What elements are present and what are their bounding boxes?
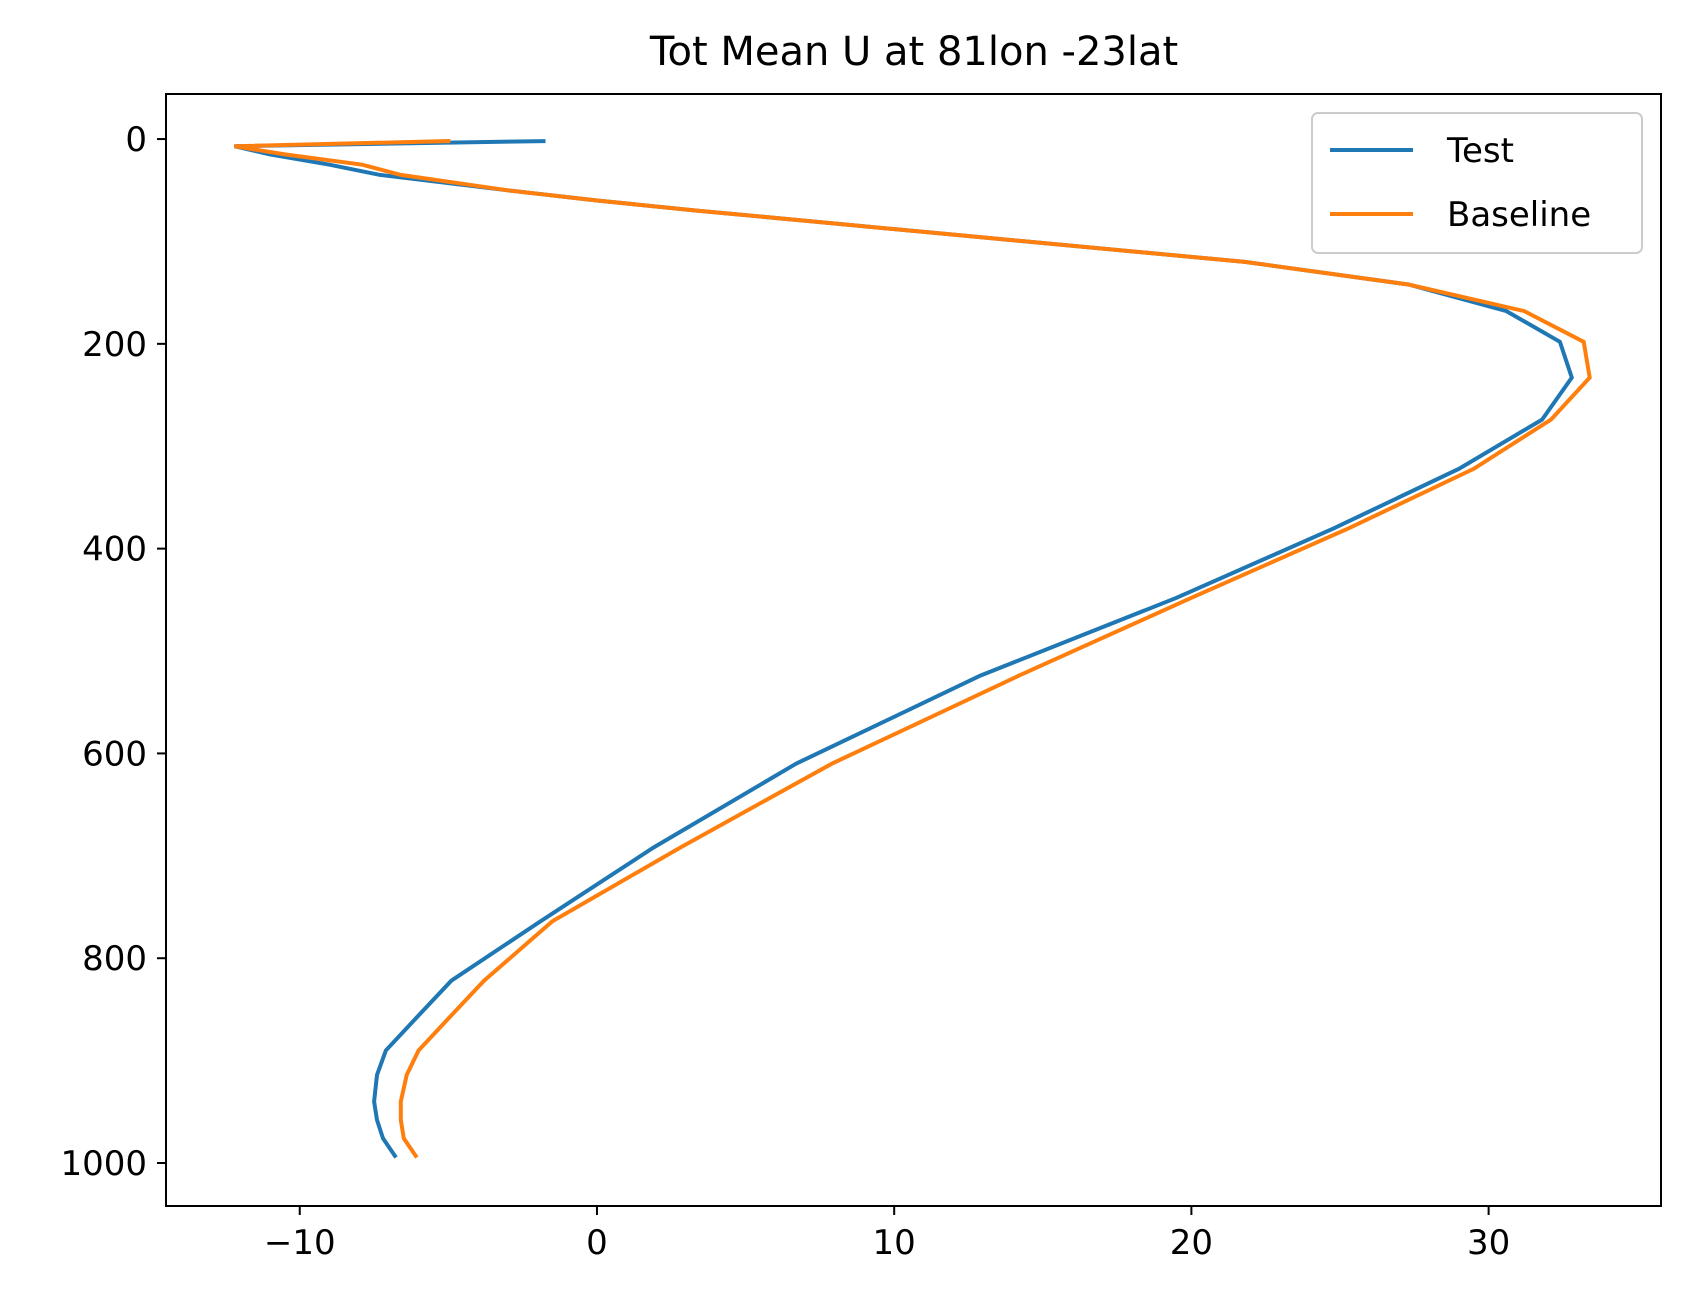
y-tick-label: 1000 — [60, 1144, 147, 1184]
legend-label-test: Test — [1446, 131, 1514, 171]
y-tick-label: 600 — [82, 734, 147, 774]
y-tick-label: 800 — [82, 939, 147, 979]
series-layer — [233, 139, 1592, 1159]
series-line-baseline — [234, 139, 1592, 1159]
x-tick-label: 20 — [1170, 1223, 1213, 1263]
legend: Test Baseline — [1311, 112, 1643, 254]
chart-title: Tot Mean U at 81lon -23lat — [649, 29, 1178, 75]
y-tick-label: 400 — [82, 530, 147, 570]
series-line-test — [233, 139, 1575, 1159]
y-tick-label: 0 — [125, 120, 147, 160]
ticks-layer: −10 0 10 20 30 0 200 400 600 800 1000 — [60, 120, 1510, 1263]
legend-label-baseline: Baseline — [1447, 195, 1591, 235]
x-tick-label: 10 — [873, 1223, 916, 1263]
x-tick-label: 0 — [586, 1223, 608, 1263]
x-tick-label: −10 — [264, 1223, 336, 1263]
y-tick-label: 200 — [82, 325, 147, 365]
x-tick-label: 30 — [1467, 1223, 1510, 1263]
plot-frame — [165, 93, 1662, 1207]
